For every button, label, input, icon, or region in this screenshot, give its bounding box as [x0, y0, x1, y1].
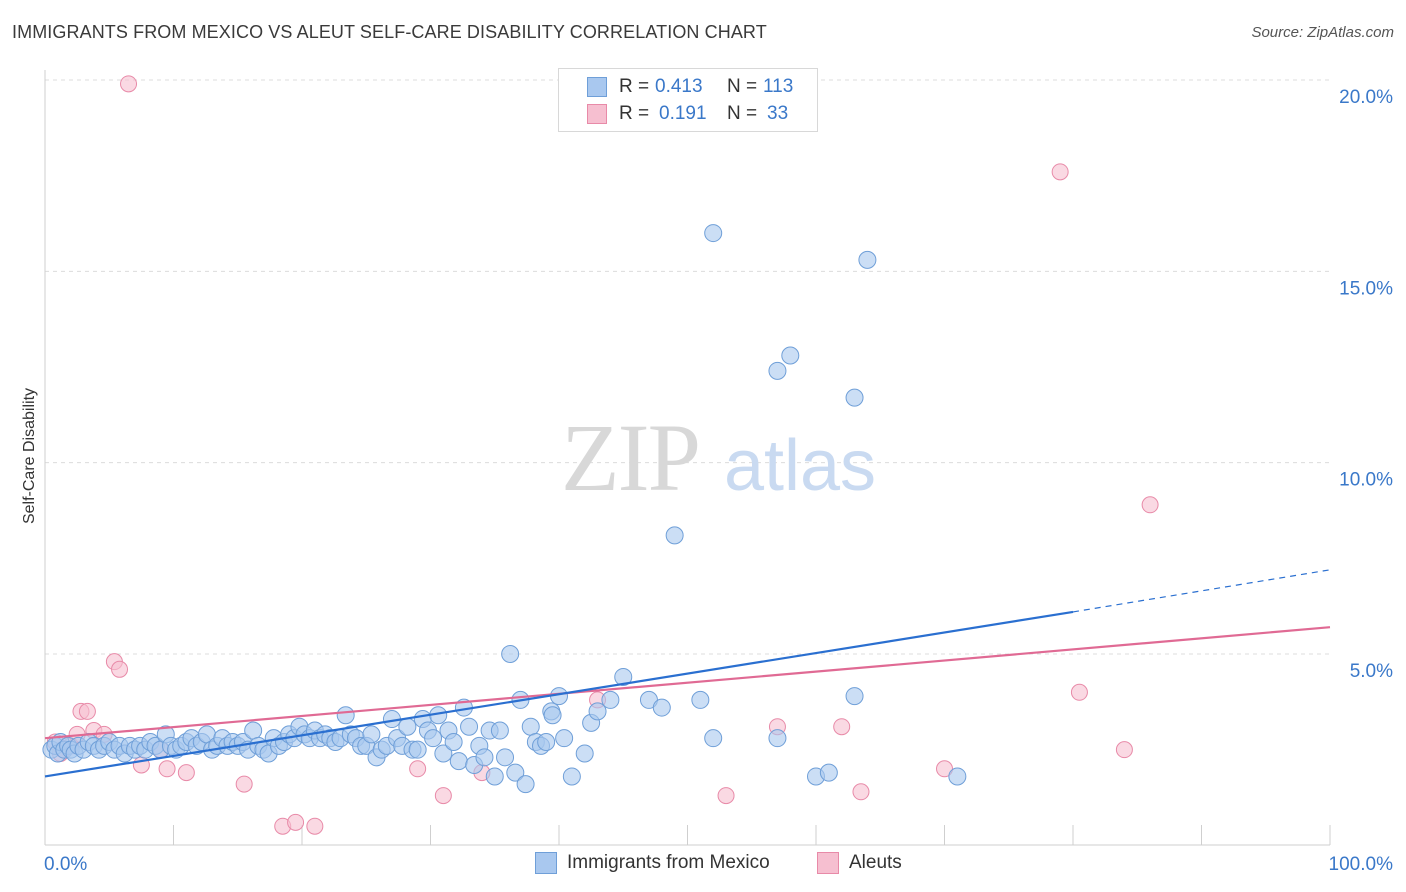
- mexico-point: [485, 767, 504, 786]
- mexico-point: [652, 698, 671, 717]
- aleuts-point: [717, 787, 735, 805]
- mexico-point: [398, 717, 417, 736]
- legend-swatch-aleuts: [587, 104, 607, 124]
- mexico-point: [614, 667, 633, 686]
- aleuts-point: [1141, 496, 1159, 514]
- legend-r-label: R =: [619, 76, 650, 97]
- mexico-point: [601, 690, 620, 709]
- mexico-point: [768, 729, 787, 748]
- mexico-point: [521, 717, 540, 736]
- x-tick-label: 100.0%: [1329, 854, 1394, 875]
- y-tick-label: 5.0%: [1350, 661, 1393, 682]
- gridlines: [45, 79, 1330, 655]
- y-tick-label: 15.0%: [1339, 278, 1393, 299]
- mexico-point: [562, 767, 581, 786]
- aleuts-point: [936, 760, 953, 778]
- mexico-point: [444, 733, 463, 752]
- mexico-point: [691, 690, 710, 709]
- aleuts-point: [120, 75, 138, 93]
- bottom-legend-aleuts: Aleuts: [817, 852, 902, 874]
- mexico-point: [819, 763, 838, 782]
- mexico-point: [244, 721, 263, 740]
- bottom-legend-label-aleuts: Aleuts: [849, 852, 902, 873]
- mexico-point: [501, 645, 520, 663]
- mexico-point: [490, 721, 509, 740]
- mexico-point: [845, 687, 864, 706]
- watermark-zip: ZIP: [561, 404, 699, 511]
- mexico-point: [362, 725, 381, 744]
- mexico-point: [704, 224, 723, 243]
- mexico-point: [665, 526, 684, 545]
- mexico-point: [434, 744, 453, 763]
- x-tick-labels: 0.0% 100.0%: [44, 854, 1393, 875]
- legend-swatch-mexico: [587, 77, 607, 97]
- y-tick-labels: 5.0% 10.0% 15.0% 20.0%: [1339, 87, 1393, 682]
- mexico-point: [408, 740, 427, 759]
- aleuts-point: [1115, 741, 1133, 759]
- mexico-point: [475, 748, 494, 767]
- aleuts-point: [833, 718, 851, 736]
- legend-r-value: 0.413: [655, 76, 703, 97]
- bottom-legend-swatch-aleuts: [817, 852, 839, 874]
- mexico-point: [781, 346, 800, 365]
- mexico-point: [704, 729, 723, 748]
- mexico-point: [845, 388, 864, 407]
- bottom-legend-label-mexico: Immigrants from Mexico: [567, 852, 770, 873]
- mexico-trend-line: [44, 610, 1074, 778]
- mexico-point: [449, 752, 468, 771]
- y-tick-label: 10.0%: [1339, 470, 1393, 491]
- mexico-point: [516, 775, 535, 794]
- aleuts-point: [409, 760, 427, 778]
- trend-lines: [44, 569, 1331, 778]
- aleuts-point: [1051, 163, 1069, 181]
- mexico-point: [496, 748, 515, 767]
- watermark: ZIP atlas: [561, 404, 876, 511]
- aleuts-point: [177, 764, 195, 782]
- mexico-trend-extension: [1072, 569, 1331, 613]
- legend-r-label: R =: [619, 103, 650, 124]
- mexico-point: [588, 702, 607, 721]
- mexico-point: [336, 706, 355, 725]
- mexico-point: [460, 717, 479, 736]
- aleuts-point: [852, 783, 870, 801]
- aleuts-point: [235, 775, 253, 793]
- source-label: Source: ZipAtlas.com: [1251, 24, 1394, 41]
- aleuts-point: [306, 817, 324, 835]
- mexico-point: [537, 733, 556, 752]
- legend-n-label: N =: [727, 76, 758, 97]
- legend-n-label: N =: [727, 103, 758, 124]
- x-tick-label: 0.0%: [44, 854, 87, 875]
- legend-n-value: 33: [767, 103, 789, 124]
- axes: [44, 70, 1331, 846]
- bottom-legend-mexico: Immigrants from Mexico: [535, 852, 770, 874]
- mexico-point: [858, 250, 877, 269]
- legend-n-value: 113: [763, 76, 794, 97]
- y-tick-label: 20.0%: [1339, 87, 1393, 108]
- aleuts-point: [434, 787, 452, 805]
- mexico-point: [768, 361, 787, 380]
- chart-title: IMMIGRANTS FROM MEXICO VS ALEUT SELF-CAR…: [12, 22, 767, 42]
- aleuts-point: [158, 760, 176, 778]
- aleuts-trend-line: [44, 626, 1331, 740]
- aleuts-point: [78, 702, 96, 720]
- aleuts-point: [111, 660, 129, 678]
- mexico-point: [948, 767, 967, 786]
- aleuts-point: [1070, 683, 1088, 701]
- legend-r-value: 0.191: [659, 103, 707, 124]
- watermark-atlas: atlas: [724, 426, 876, 506]
- legend: R = 0.413 N = 113 R = 0.191 N = 33: [558, 68, 818, 132]
- mexico-point: [555, 729, 574, 748]
- bottom-legend-swatch-mexico: [535, 852, 557, 874]
- mexico-points: [42, 224, 967, 794]
- aleuts-point: [287, 813, 305, 831]
- mexico-point: [506, 763, 525, 782]
- mexico-point: [575, 744, 594, 763]
- mexico-point: [424, 729, 443, 748]
- mexico-point: [543, 706, 562, 725]
